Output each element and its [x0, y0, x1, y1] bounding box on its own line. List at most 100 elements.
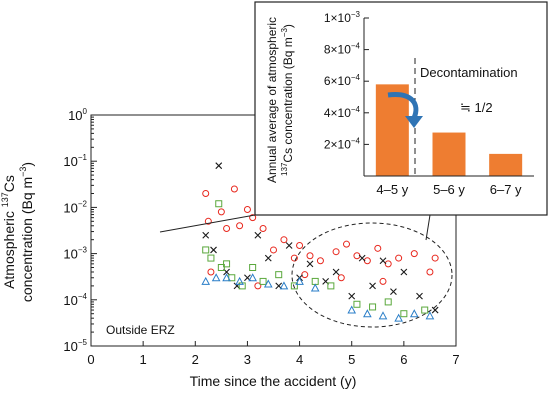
data-point-cross [431, 306, 439, 314]
data-point-circle [343, 240, 350, 248]
data-point-circle [301, 271, 309, 279]
inset-chart: 2×10−4 4×10−4 6×10−4 8×10−4 1×10−3 4–5 y 5–6 … [254, 1, 548, 216]
data-point-circle [410, 250, 418, 258]
main-y-axis: 100 10−1 10−2 10−3 10−4 10−5 [63, 107, 97, 354]
data-point-circle [259, 224, 267, 232]
data-point-cross [306, 260, 314, 268]
inset-bar [489, 153, 523, 176]
data-point-circle [332, 248, 340, 256]
main-data-marks [201, 162, 439, 322]
main-x-tick-label: 7 [452, 352, 459, 367]
data-point-square [215, 200, 223, 208]
callout-pointer [159, 214, 256, 233]
inset-x-axis: 4–5 y 5–6 y 6–7 y [376, 182, 522, 197]
reduction-arrow [387, 92, 419, 119]
data-point-square [259, 277, 267, 285]
svg-text:concentration (Bq m−3): concentration (Bq m−3) [18, 162, 35, 302]
data-point-circle [384, 260, 392, 268]
highlight-ellipse [291, 222, 453, 328]
main-chart: 0 1 2 3 4 5 6 7 100 10−1 10−2 10−3 10−4 10−5 Time si… [0, 107, 460, 389]
main-x-tick-label: 5 [348, 352, 355, 367]
main-y-axis-label: Atmospheric 137Cs concentration (Bq m−3) [0, 162, 35, 302]
data-point-circle [207, 268, 215, 276]
data-point-circle [426, 268, 434, 276]
data-point-cross [390, 288, 397, 296]
data-point-square [275, 271, 283, 279]
data-point-triangle [310, 283, 320, 292]
main-x-axis-label: Time since the accident (y) [190, 373, 357, 389]
main-y-tick-label: 10−3 [63, 246, 87, 262]
inset-y-axis-label: Annual average of atmospheric 137Cs conc… [265, 17, 295, 183]
inset-x-tick-label: 6–7 y [490, 182, 522, 197]
inset-y-tick-label: 4×10−4 [324, 105, 361, 120]
main-y-tick-label: 10−1 [63, 153, 87, 169]
data-point-triangle [363, 309, 372, 318]
inset-x-tick-label: 5–6 y [433, 182, 465, 197]
data-point-triangle [425, 311, 435, 320]
data-point-circle [296, 241, 304, 249]
data-point-square [327, 282, 335, 290]
reduction-arrowhead [405, 116, 423, 128]
data-point-circle [223, 224, 231, 232]
data-point-triangle [295, 276, 304, 285]
main-x-tick-label: 4 [296, 352, 303, 367]
inset-y-tick-label: 8×10−4 [324, 42, 361, 57]
data-point-square [369, 303, 377, 311]
data-point-square [223, 260, 231, 268]
inset-bar [375, 84, 409, 176]
data-point-cross [210, 246, 217, 254]
data-point-circle [249, 214, 257, 222]
data-point-triangle [378, 311, 388, 320]
main-x-axis: 0 1 2 3 4 5 6 7 [87, 341, 460, 367]
data-point-square [290, 282, 298, 290]
data-point-square [400, 310, 408, 318]
data-point-circle [270, 246, 277, 254]
main-y-tick-label: 10−5 [63, 338, 87, 354]
main-y-tick-label: 100 [68, 107, 87, 123]
data-point-square [249, 264, 257, 272]
main-y-tick-label: 10−4 [63, 292, 87, 308]
inset-x-tick-label: 4–5 y [376, 182, 408, 197]
data-point-cross [332, 268, 340, 276]
main-x-tick-label: 6 [400, 352, 407, 367]
data-point-circle [202, 189, 210, 197]
data-point-circle [379, 277, 387, 285]
data-point-cross [285, 242, 293, 249]
data-point-triangle [394, 313, 403, 322]
data-point-square [217, 264, 225, 272]
svg-text:Annual average of atmospheric: Annual average of atmospheric [265, 17, 279, 183]
data-point-triangle [347, 305, 357, 314]
data-point-circle [431, 254, 439, 262]
inset-bar [432, 132, 466, 176]
data-point-circle [230, 185, 238, 193]
data-point-circle [290, 254, 298, 262]
inset-y-tick-label: 1×10−3 [324, 10, 361, 25]
data-point-circle [337, 274, 345, 282]
data-point-circle [243, 206, 251, 214]
data-point-cross [264, 254, 272, 262]
data-point-cross [254, 231, 262, 239]
data-point-circle [280, 236, 288, 244]
data-point-circle [217, 208, 225, 216]
data-point-triangle [409, 309, 419, 318]
data-point-cross [348, 292, 356, 300]
data-point-cross [358, 254, 366, 262]
inset-y-tick-label: 6×10−4 [324, 73, 361, 88]
data-point-cross [369, 282, 376, 290]
data-point-cross [215, 162, 223, 170]
main-x-tick-label: 1 [140, 352, 147, 367]
data-point-triangle [222, 273, 231, 282]
data-point-square [202, 246, 210, 254]
data-point-square [207, 254, 215, 262]
svg-text:137Cs concentration (Bq m−3): 137Cs concentration (Bq m−3) [280, 24, 295, 176]
data-point-circle [374, 244, 382, 252]
data-point-cross [416, 292, 423, 300]
svg-text:Atmospheric 137Cs: Atmospheric 137Cs [0, 175, 17, 289]
data-point-triangle [279, 281, 289, 290]
data-point-cross [379, 257, 387, 265]
data-point-circle [204, 217, 212, 225]
main-x-tick-label: 2 [192, 352, 199, 367]
data-point-triangle [235, 276, 244, 285]
main-y-tick-label: 10−2 [63, 199, 87, 215]
